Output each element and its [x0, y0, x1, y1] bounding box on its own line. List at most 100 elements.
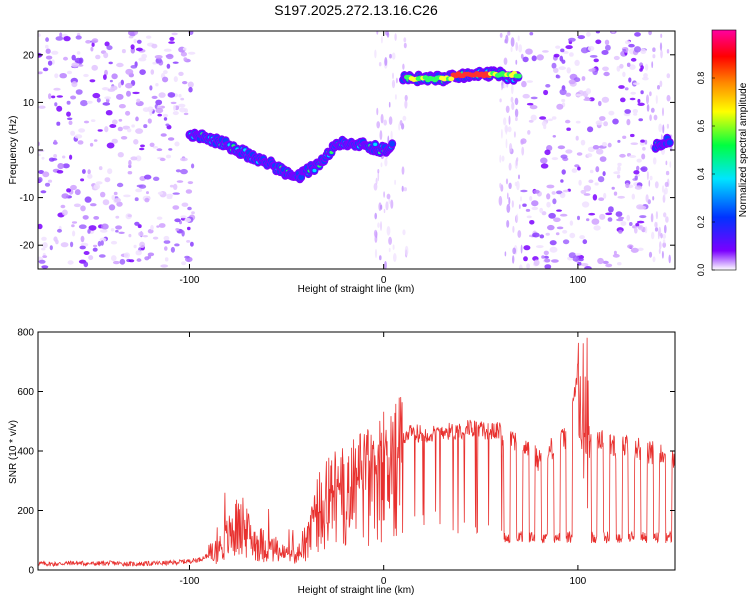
- spectrogram-noise-speck: [529, 220, 535, 225]
- spectrogram-noise-speck: [108, 61, 113, 65]
- spectrogram-noise-speck: [51, 95, 56, 99]
- spectrogram-noise-speck: [113, 260, 120, 265]
- spectrogram-noise-speck: [128, 31, 136, 36]
- spectrogram-noise-speck: [529, 32, 534, 36]
- spectrogram-noise-speck: [568, 37, 576, 42]
- spectrogram-noise-speck: [47, 179, 53, 183]
- spectrogram-noise-speck: [616, 65, 621, 72]
- spectrogram-noise-speck: [660, 232, 663, 239]
- spectrogram-noise-speck: [597, 257, 604, 265]
- spectrogram-noise-speck: [634, 185, 643, 190]
- spectrogram-noise-speck: [146, 35, 152, 39]
- spectrogram-noise-speck: [132, 91, 140, 95]
- spectrogram-noise-speck: [551, 259, 559, 263]
- spectrogram-noise-speck: [541, 211, 547, 216]
- spectrogram-noise-speck: [80, 178, 85, 182]
- spectrogram-noise-speck: [53, 154, 57, 158]
- spectrogram-noise-speck: [82, 169, 86, 174]
- spectrogram-noise-speck: [66, 111, 71, 117]
- spectrogram-noise-speck: [127, 128, 132, 133]
- spectrogram-noise-speck: [508, 182, 512, 189]
- spectrogram-noise-speck: [617, 139, 621, 143]
- spectrogram-noise-speck: [117, 152, 124, 158]
- spectrogram-noise-speck: [388, 247, 391, 253]
- spectrogram-noise-speck: [668, 254, 671, 264]
- spectrogram-noise-speck: [608, 110, 615, 116]
- spectrogram-noise-speck: [507, 31, 511, 36]
- spectrogram-noise-speck: [98, 254, 106, 258]
- spectrogram-noise-speck: [599, 156, 607, 162]
- spectrogram-noise-speck: [633, 82, 640, 85]
- spectrogram-noise-speck: [522, 93, 530, 99]
- spectrogram-noise-speck: [180, 97, 185, 101]
- spectrogram-noise-speck: [604, 39, 610, 45]
- spectrogram-noise-speck: [526, 102, 534, 106]
- spectrogram-noise-speck: [154, 55, 163, 59]
- spectrogram-noise-speck: [580, 263, 589, 267]
- spectrogram-noise-speck: [581, 76, 586, 81]
- spectrogram-noise-speck: [646, 171, 649, 181]
- spectrogram-noise-speck: [522, 203, 527, 207]
- spectrogram-noise-speck: [574, 164, 580, 168]
- spectrogram-noise-speck: [97, 240, 102, 247]
- spectrogram-noise-speck: [103, 52, 109, 59]
- spectrogram-noise-speck: [552, 135, 556, 138]
- spectrogram-noise-speck: [649, 175, 653, 181]
- spectrogram-noise-speck: [173, 183, 178, 190]
- spectrogram-noise-speck: [60, 204, 66, 209]
- spectrogram-noise-speck: [507, 126, 512, 133]
- spectrogram-noise-speck: [592, 194, 598, 201]
- spectrogram-noise-speck: [128, 259, 135, 263]
- spectrogram-noise-speck: [531, 206, 539, 211]
- spectrogram-noise-speck: [553, 67, 559, 73]
- spectrogram-noise-speck: [70, 184, 77, 191]
- spectrogram-noise-speck: [404, 99, 408, 109]
- spectrogram-noise-speck: [127, 171, 133, 175]
- spectrogram-noise-speck: [164, 257, 169, 262]
- spectrogram-y-tick-label: -20: [20, 241, 35, 252]
- spectrogram-noise-speck: [562, 50, 569, 54]
- spectrogram-noise-speck: [82, 215, 89, 220]
- spectrogram-noise-speck: [622, 48, 627, 52]
- spectrogram-noise-speck: [531, 55, 537, 62]
- spectrogram-noise-speck: [379, 130, 383, 141]
- spectrogram-noise-speck: [376, 31, 379, 35]
- spectrogram-noise-speck: [120, 136, 128, 140]
- spectrogram-noise-speck: [119, 258, 126, 265]
- spectrogram-noise-speck: [596, 148, 604, 155]
- spectrogram-noise-speck: [118, 82, 122, 89]
- spectrogram-noise-speck: [155, 58, 159, 64]
- spectrogram-noise-speck: [618, 229, 623, 234]
- spectrogram-noise-speck: [559, 88, 567, 96]
- spectrogram-noise-speck: [187, 81, 194, 88]
- spectrogram-noise-speck: [582, 239, 588, 245]
- spectrogram-noise-speck: [565, 119, 571, 124]
- spectrogram-noise-speck: [645, 194, 649, 203]
- spectrogram-noise-speck: [514, 181, 518, 187]
- colorbar-tick-label: 0.6: [696, 120, 706, 133]
- spectrogram-noise-speck: [165, 123, 170, 127]
- spectrogram-noise-speck: [71, 221, 78, 224]
- spectrogram-noise-speck: [103, 74, 107, 80]
- spectrogram-noise-speck: [135, 47, 143, 52]
- spectrogram-noise-speck: [125, 82, 133, 89]
- spectrogram-noise-speck: [652, 256, 656, 263]
- spectrogram-noise-speck: [385, 201, 389, 211]
- spectrogram-noise-speck: [56, 170, 64, 174]
- spectrogram-noise-speck: [147, 252, 155, 257]
- spectrogram-noise-speck: [55, 36, 64, 41]
- spectrogram-ridge-mid: [389, 140, 396, 147]
- spectrogram-noise-speck: [375, 177, 378, 185]
- spectrogram-noise-speck: [108, 204, 116, 211]
- snr-y-tick-label: 800: [17, 328, 34, 339]
- spectrogram-noise-speck: [49, 245, 53, 251]
- spectrogram-noise-speck: [560, 154, 568, 159]
- spectrogram-noise-speck: [618, 216, 625, 220]
- spectrogram-noise-speck: [613, 55, 620, 61]
- spectrogram-noise-speck: [92, 92, 101, 99]
- spectrogram-noise-speck: [92, 247, 98, 252]
- spectrogram-noise-speck: [624, 87, 629, 91]
- spectrogram-noise-speck: [173, 105, 176, 111]
- spectrogram-noise-speck: [592, 145, 600, 150]
- spectrogram-noise-speck: [62, 209, 68, 216]
